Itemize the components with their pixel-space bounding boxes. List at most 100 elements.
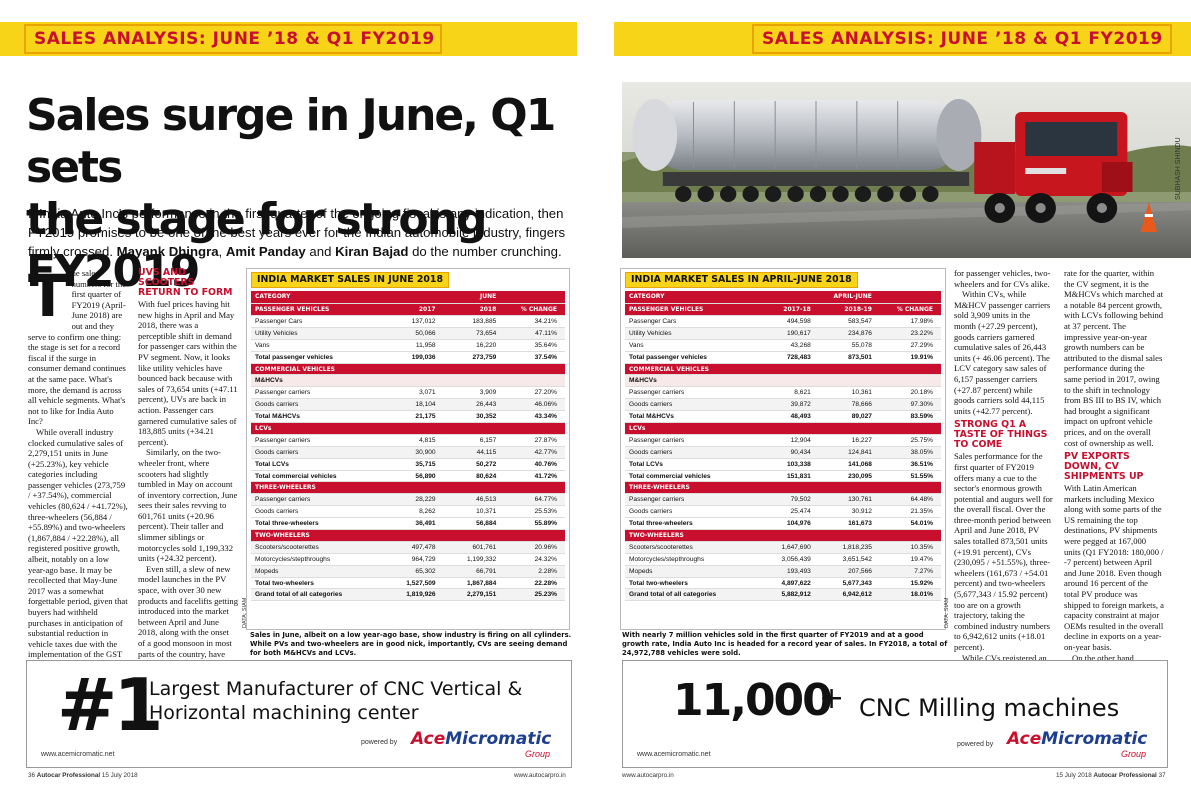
table-row: M&HCVs — [625, 375, 941, 388]
table-cell: Goods carriers — [255, 448, 299, 456]
table-cell: 79,502 — [790, 496, 811, 504]
ad-right-url[interactable]: www.acemicromatic.net — [637, 751, 711, 758]
table-cell: 44,115 — [476, 448, 497, 456]
advertisement-right[interactable]: 11,000 + CNC Milling machines www.acemic… — [622, 660, 1168, 768]
table-cell: 18,104 — [415, 401, 436, 409]
table-cell: 83.59% — [910, 413, 933, 421]
table-cell: M&HCVs — [255, 377, 283, 385]
table-cell: 40.76% — [534, 460, 557, 468]
advertisement-left[interactable]: #1 Largest Manufacturer of CNC Vertical … — [26, 660, 572, 768]
table-cell: 37.54% — [534, 353, 557, 361]
table-cell: 583,547 — [848, 318, 872, 325]
table-cell: 4,815 — [419, 436, 436, 444]
subhead-uvs-scooters: UVs and scooters return to form — [138, 267, 233, 298]
table-cell: Passenger carriers — [629, 389, 685, 397]
footer-left-url[interactable]: www.autocarpro.in — [514, 772, 566, 779]
article-lede: If India Auto Inc's performance in the f… — [28, 206, 566, 259]
footer-right-url[interactable]: www.autocarpro.in — [622, 772, 674, 779]
table-row: Passenger carriers 12,904 16,227 25.75% — [625, 434, 941, 447]
table-cell — [758, 530, 819, 541]
table-cell: 5,677,343 — [842, 579, 872, 587]
table-cell: 25.23% — [534, 591, 557, 599]
table-cell: 2017 — [418, 305, 436, 313]
table-cell: % CHANGE — [520, 305, 557, 313]
table-row: Total M&HCVs 48,493 89,027 83.59% — [625, 411, 941, 424]
table-row: Goods carriers 90,434 124,841 38.05% — [625, 446, 941, 459]
subhead-strong-q1: Strong Q1 a taste of things to come — [954, 419, 1048, 451]
table-cell: 80,624 — [476, 472, 497, 480]
table-row: Total commercial vehicles 56,890 80,624 41.… — [251, 470, 565, 483]
table-row: Total two-wheelers 4,897,622 5,677,343 15.9… — [625, 577, 941, 590]
table-june-header-category: CATEGORY — [255, 293, 291, 300]
table-cell: 54.01% — [910, 520, 933, 528]
ad-left-brand-ace: Ace — [411, 729, 446, 749]
table-cell: PASSENGER VEHICLES — [629, 305, 704, 313]
table-row: LCVs — [625, 423, 941, 435]
table-cell: Goods carriers — [255, 508, 299, 516]
table-cell: 16,227 — [851, 436, 872, 444]
table-cell — [444, 423, 505, 434]
table-cell — [880, 482, 941, 493]
table-row: Motorcycles/stepthroughs 3,056,439 3,651,5… — [625, 553, 941, 566]
table-cell — [383, 364, 444, 375]
table-cell: 23.22% — [910, 329, 933, 337]
table-cell: Motorcycles/stepthroughs — [255, 555, 331, 563]
table-cell: 234,876 — [848, 329, 872, 337]
table-cell: Total passenger vehicles — [629, 353, 707, 361]
table-row: Motorcycles/stepthroughs 964,729 1,199,332… — [251, 553, 565, 566]
table-cell: Total commercial vehicles — [629, 472, 711, 480]
table-cell: 20.18% — [910, 389, 933, 397]
headline-line-1: Sales surge in June, Q1 sets — [26, 90, 556, 193]
author-join: and — [305, 244, 336, 259]
footer-right-mag: Autocar Professional — [1093, 772, 1157, 779]
table-row: Mopeds 65,302 66,791 2.28% — [251, 565, 565, 578]
table-cell: COMMERCIAL VEHICLES — [629, 365, 709, 373]
table-cell — [758, 375, 819, 386]
ad-right-brand-logo: AceMicromatic — [1007, 729, 1147, 749]
table-row: Passenger carriers 79,502 130,761 64.48% — [625, 494, 941, 507]
table-cell: Total three-wheelers — [629, 520, 693, 528]
table-cell — [880, 375, 941, 386]
table-row: Total commercial vehicles 151,831 230,095 5… — [625, 470, 941, 483]
footer-right: 15 July 2018 Autocar Professional 37 — [1056, 772, 1166, 779]
table-cell: 728,483 — [786, 353, 811, 361]
table-cell: 35.64% — [534, 341, 557, 349]
table-row: Utility Vehicles 50,066 73,654 47.11% — [251, 327, 565, 340]
table-cell: COMMERCIAL VEHICLES — [255, 365, 335, 373]
table-cell: 15.92% — [910, 579, 933, 587]
table-cell: 3,651,542 — [842, 555, 872, 563]
table-q1-data-source: DATA: SIAM — [944, 597, 950, 628]
table-june-title: INDIA MARKET SALES IN JUNE 2018 — [251, 272, 449, 288]
ad-right-powered-by: powered by — [957, 741, 994, 748]
table-row: Total passenger vehicles 728,483 873,501 19… — [625, 351, 941, 364]
table-cell: Passenger Cars — [629, 318, 677, 325]
table-row: TWO-WHEELERS — [625, 530, 941, 542]
table-cell: 35,715 — [415, 460, 436, 468]
table-cell: 36.51% — [910, 460, 933, 468]
table-cell: 55.89% — [534, 520, 557, 528]
table-cell: 50,272 — [476, 460, 497, 468]
table-cell — [444, 375, 505, 386]
table-cell — [504, 482, 565, 493]
table-cell — [880, 364, 941, 375]
table-cell: 1,867,884 — [466, 579, 497, 587]
table-cell: 3,071 — [419, 389, 436, 397]
headline-line-2: the stage for strong FY2019 — [26, 194, 487, 297]
col3-para-2: Within CVs, while M&HCV passenger carrie… — [954, 289, 1051, 416]
subhead-pv-exports: PV exports down, CV shipments up — [1064, 451, 1144, 483]
table-june-header-row: CATEGORY JUNE — [251, 291, 565, 304]
table-cell: 16,220 — [476, 341, 497, 349]
ad-left-line-1: Largest Manufacturer of CNC Vertical & — [149, 678, 523, 700]
ad-left-url[interactable]: www.acemicromatic.net — [41, 751, 115, 758]
table-cell: 64.77% — [534, 496, 557, 504]
table-cell: 873,501 — [848, 353, 872, 361]
table-cell: 104,976 — [786, 520, 811, 528]
table-cell: 8,621 — [794, 389, 811, 397]
table-cell: 207,566 — [848, 567, 872, 575]
table-row: COMMERCIAL VEHICLES — [251, 363, 565, 376]
ad-right-brand-micromatic: Micromatic — [1041, 729, 1148, 749]
table-cell: 964,729 — [411, 555, 436, 563]
table-cell: 230,095 — [848, 472, 872, 480]
table-cell: 7.27% — [914, 567, 933, 575]
